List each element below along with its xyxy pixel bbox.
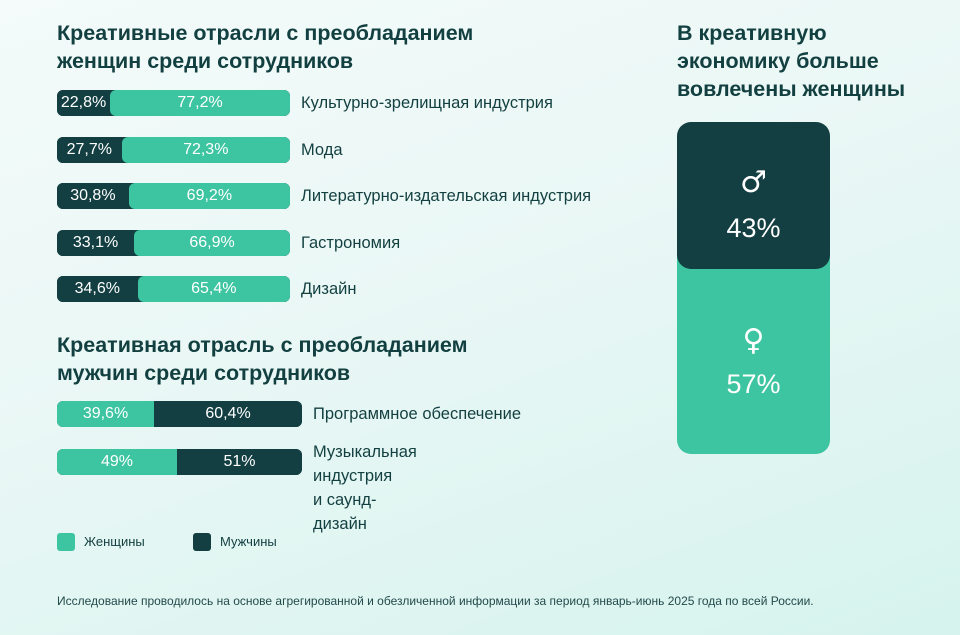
legend-swatch-men (193, 533, 211, 551)
bar-segment-men: 51% (177, 449, 302, 475)
category-label: Музыкальная индустрия и саунд-дизайн (313, 443, 417, 533)
overall-men-value: 43% (726, 213, 781, 243)
bar-segment-women: 77,2% (110, 90, 290, 116)
stacked-bar: 30,8% 69,2% (57, 183, 290, 209)
overall-women-bar: ♀ 57% (677, 239, 830, 454)
stacked-bar: 49% 51% (57, 449, 302, 475)
men-majority-title: Креативная отрасль с преобладанием мужчи… (57, 333, 468, 385)
overall-title: В креативную экономику больше вовлечены … (677, 21, 906, 101)
bar-segment-men: 34,6% (57, 276, 138, 302)
overall-women-value: 57% (726, 369, 781, 399)
bar-segment-men: 60,4% (154, 401, 302, 427)
bar-segment-women: 49% (57, 449, 178, 475)
category-label: Литературно-издательская индустрия (301, 187, 592, 205)
legend-label-women: Женщины (84, 534, 145, 549)
bar-segment-men: 22,8% (57, 90, 111, 116)
stacked-bar: 34,6% 65,4% (57, 276, 290, 302)
bar-segment-men: 30,8% (57, 183, 129, 209)
category-label: Мода (301, 140, 343, 159)
bar-segment-women: 69,2% (128, 183, 290, 209)
stacked-bar: 39,6% 60,4% (57, 401, 302, 427)
stacked-bar: 33,1% 66,9% (57, 229, 290, 256)
bar-segment-men: 33,1% (57, 229, 135, 256)
bar-segment-women: 39,6% (57, 401, 155, 427)
bar-segment-men: 27,7% (57, 136, 122, 163)
overall-gender-chart: ♀ 57% ♂ 43% (677, 122, 830, 454)
bar-segment-women: 72,3% (121, 136, 290, 163)
overall-men-bar: ♂ 43% (677, 122, 830, 269)
category-label: Программное обеспечение (313, 405, 522, 423)
male-symbol-icon: ♂ (740, 165, 767, 200)
category-label: Культурно-зрелищная индустрия (301, 94, 553, 112)
women-majority-title: Креативные отрасли с преобладанием женщи… (57, 21, 474, 73)
female-symbol-icon: ♀ (742, 323, 765, 358)
stacked-bar: 27,7% 72,3% (57, 136, 290, 163)
category-label: Дизайн (301, 280, 357, 298)
bar-segment-women: 66,9% (134, 229, 290, 256)
bar-segment-women: 65,4% (137, 276, 290, 302)
legend-swatch-women (57, 533, 75, 551)
category-label: Гастрономия (301, 233, 401, 252)
footnote: Исследование проводилось на основе агрег… (57, 594, 814, 608)
stacked-bar: 22,8% 77,2% (57, 90, 290, 116)
legend-label-men: Мужчины (220, 534, 277, 549)
